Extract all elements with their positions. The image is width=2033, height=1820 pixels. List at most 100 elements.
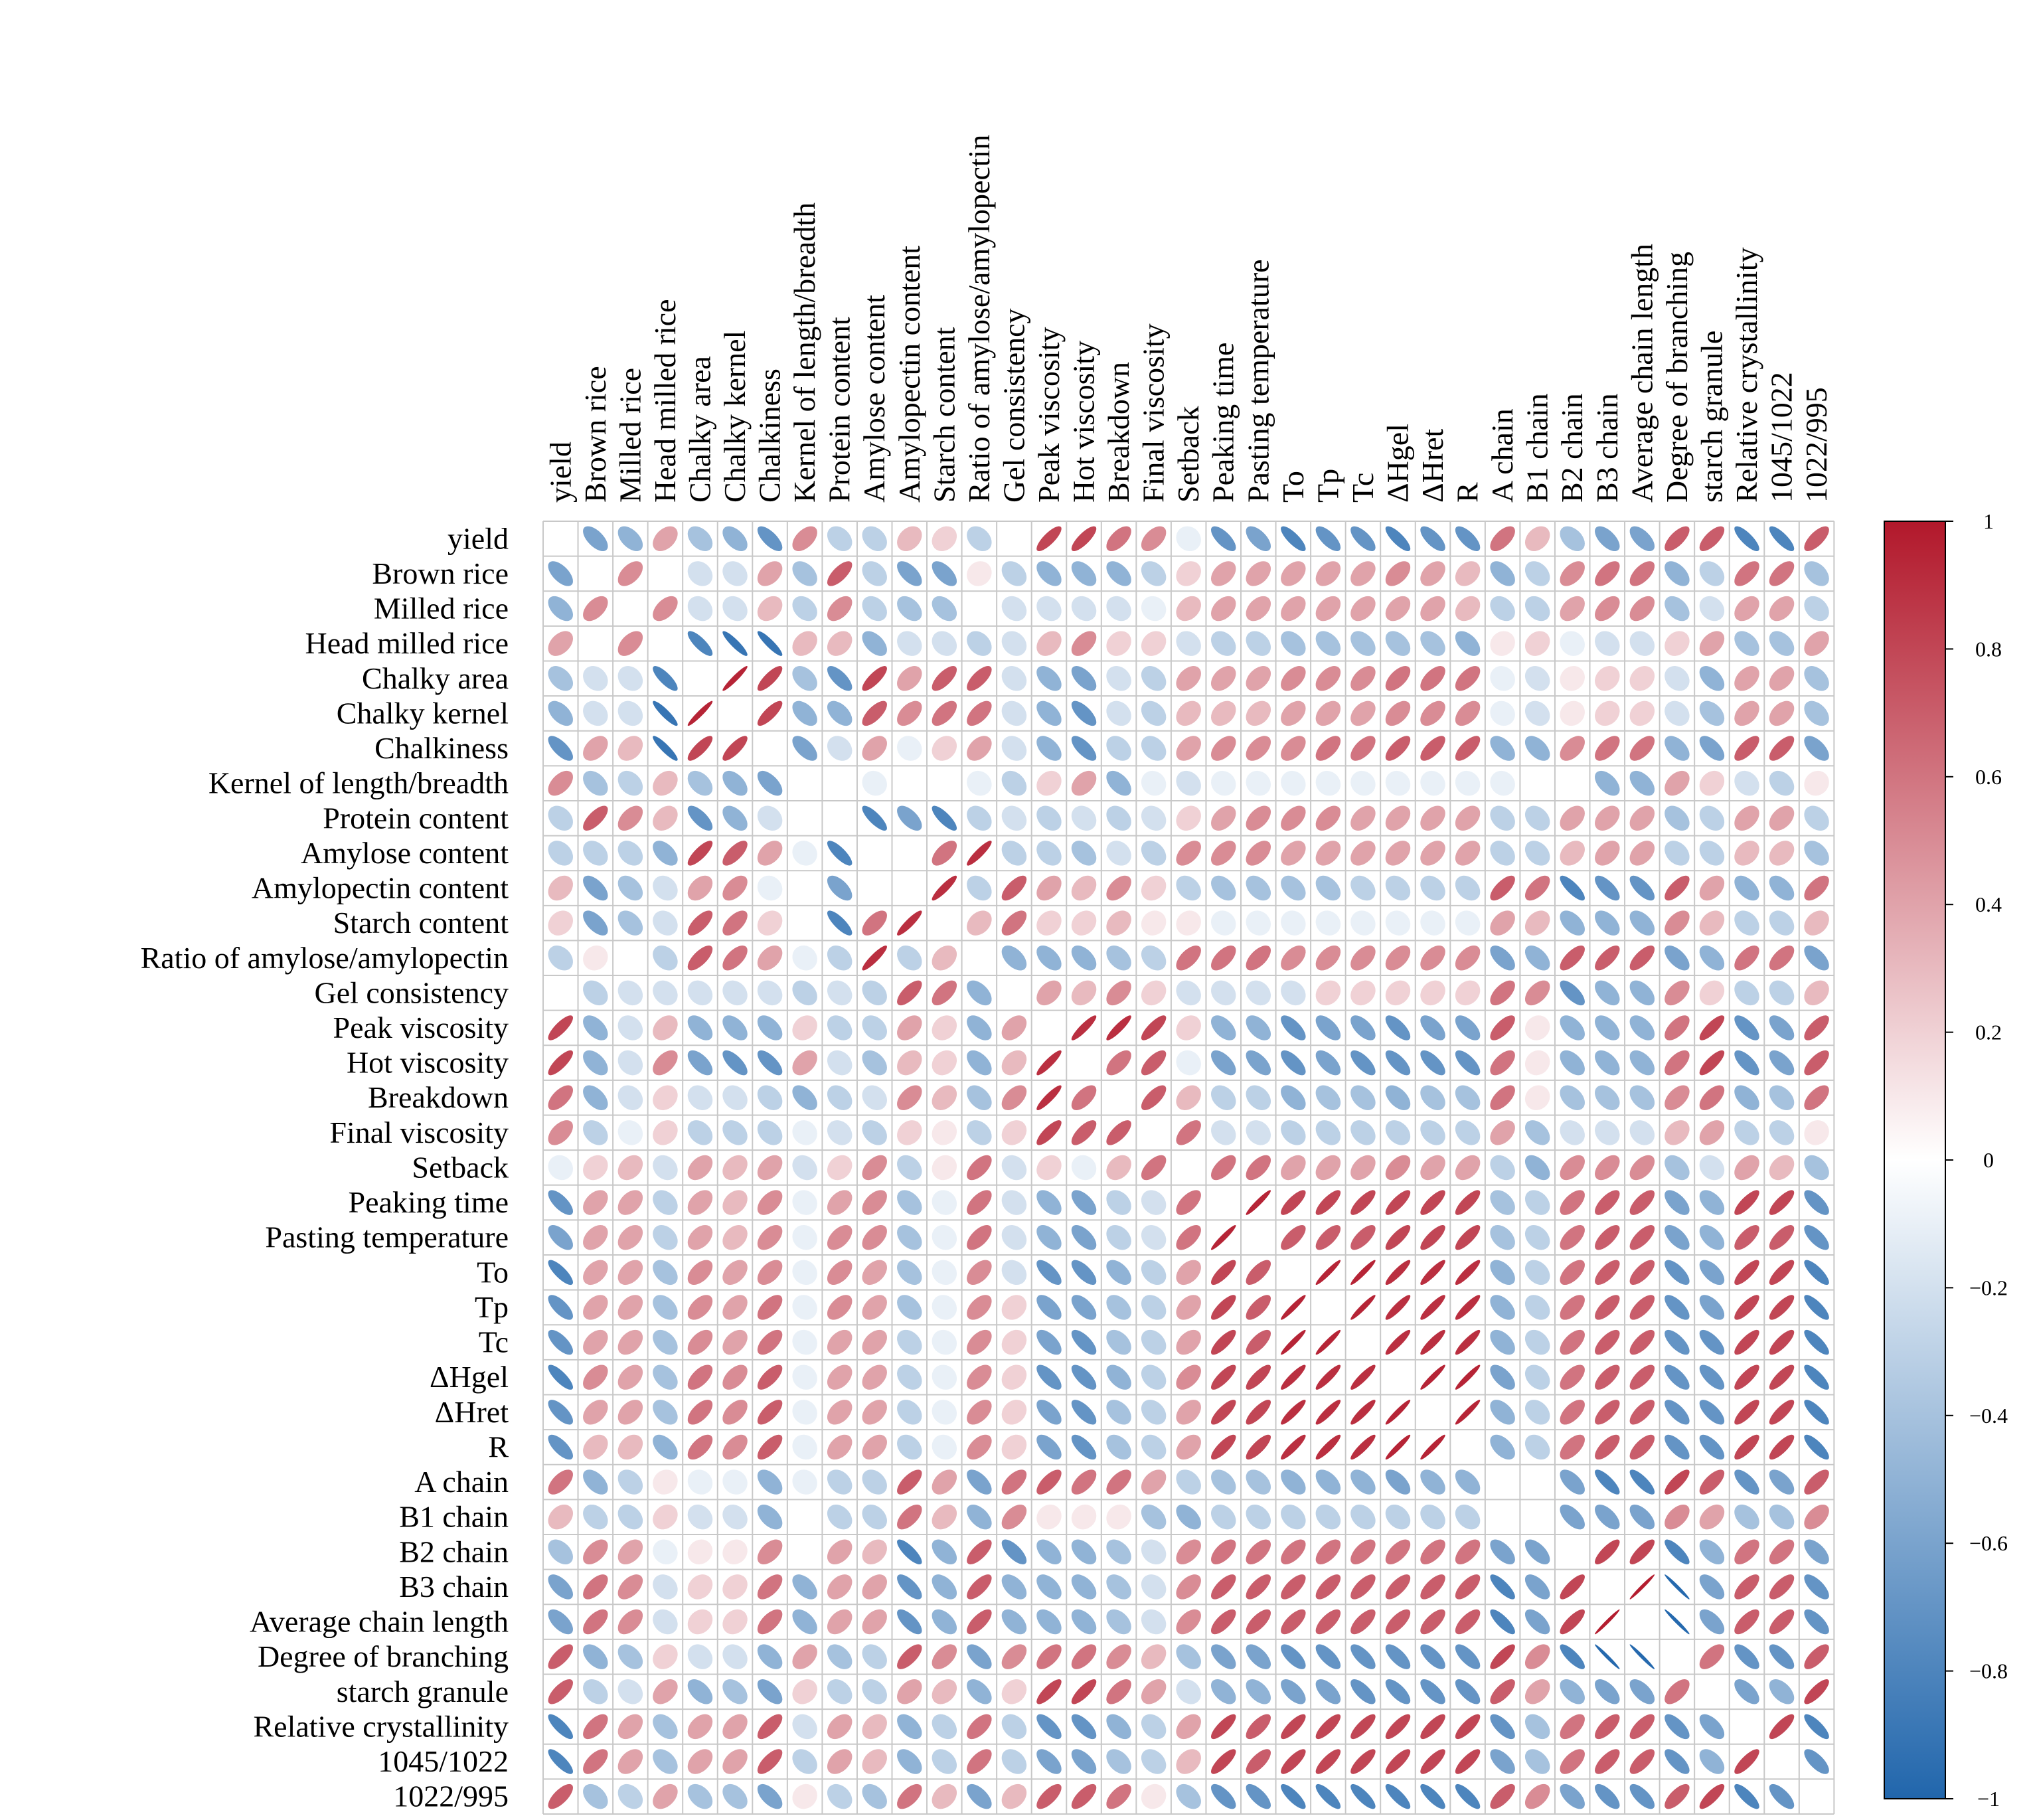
cell-ellipse-16-22 bbox=[1315, 1085, 1341, 1110]
cell-ellipse-15-30 bbox=[1595, 1050, 1620, 1076]
cell-ellipse-24-34 bbox=[1734, 1365, 1759, 1390]
cell-ellipse-21-27 bbox=[1490, 1260, 1515, 1285]
cell-ellipse-10-17 bbox=[1141, 875, 1167, 901]
cell-ellipse-12-15 bbox=[1071, 946, 1097, 971]
cell-ellipse-15-6 bbox=[757, 1050, 783, 1076]
cell-ellipse-31-6 bbox=[757, 1609, 783, 1635]
cell-ellipse-36-15 bbox=[1071, 1783, 1097, 1809]
cell-ellipse-23-12 bbox=[967, 1329, 992, 1355]
cell-ellipse-20-10 bbox=[897, 1224, 922, 1250]
cell-ellipse-13-28 bbox=[1524, 980, 1550, 1006]
cell-ellipse-27-30 bbox=[1595, 1469, 1620, 1495]
cell-ellipse-33-25 bbox=[1420, 1679, 1445, 1704]
row-label-24: ΔHgel bbox=[430, 1360, 509, 1394]
cell-ellipse-11-3 bbox=[653, 910, 678, 936]
cell-ellipse-18-11 bbox=[932, 1155, 957, 1181]
cell-ellipse-29-30 bbox=[1595, 1539, 1620, 1565]
cell-ellipse-7-36 bbox=[1804, 770, 1829, 796]
cell-ellipse-5-17 bbox=[1141, 701, 1167, 726]
cell-ellipse-0-25 bbox=[1420, 526, 1445, 552]
cell-ellipse-28-5 bbox=[722, 1504, 748, 1530]
cell-ellipse-25-6 bbox=[757, 1400, 783, 1425]
cell-ellipse-10-18 bbox=[1176, 875, 1201, 901]
cell-ellipse-18-17 bbox=[1141, 1155, 1167, 1181]
cell-ellipse-25-12 bbox=[967, 1400, 992, 1425]
cell-ellipse-21-1 bbox=[583, 1260, 608, 1285]
cell-ellipse-17-32 bbox=[1665, 1120, 1690, 1145]
cell-ellipse-14-15 bbox=[1071, 1015, 1097, 1040]
cell-ellipse-18-21 bbox=[1281, 1155, 1306, 1181]
cell-ellipse-21-16 bbox=[1106, 1260, 1131, 1285]
cell-ellipse-24-15 bbox=[1071, 1365, 1097, 1390]
cell-ellipse-10-13 bbox=[1001, 875, 1027, 901]
cell-ellipse-2-17 bbox=[1141, 596, 1167, 621]
cell-ellipse-7-5 bbox=[722, 770, 748, 796]
cell-ellipse-31-12 bbox=[967, 1609, 992, 1635]
cell-ellipse-4-23 bbox=[1350, 666, 1376, 691]
cell-ellipse-6-34 bbox=[1734, 736, 1759, 761]
cell-ellipse-25-29 bbox=[1560, 1400, 1585, 1425]
cell-ellipse-18-9 bbox=[862, 1155, 887, 1181]
cell-ellipse-5-3 bbox=[653, 701, 678, 726]
cell-ellipse-19-21 bbox=[1281, 1190, 1306, 1215]
cell-ellipse-20-33 bbox=[1699, 1224, 1725, 1250]
cell-ellipse-3-31 bbox=[1629, 631, 1655, 656]
colorbar-tick-label-1: 0.8 bbox=[1975, 637, 2002, 661]
cell-ellipse-27-24 bbox=[1385, 1469, 1411, 1495]
cell-ellipse-19-6 bbox=[757, 1190, 783, 1215]
cell-ellipse-34-33 bbox=[1699, 1714, 1725, 1740]
cell-ellipse-28-21 bbox=[1281, 1504, 1306, 1530]
cell-ellipse-6-21 bbox=[1281, 736, 1306, 761]
cell-ellipse-24-7 bbox=[792, 1365, 817, 1390]
cell-ellipse-19-26 bbox=[1455, 1190, 1481, 1215]
cell-ellipse-35-26 bbox=[1455, 1749, 1481, 1774]
cell-ellipse-25-8 bbox=[827, 1400, 853, 1425]
cell-ellipse-28-8 bbox=[827, 1504, 853, 1530]
cell-ellipse-11-29 bbox=[1560, 910, 1585, 936]
cell-ellipse-25-16 bbox=[1106, 1400, 1131, 1425]
cell-ellipse-32-5 bbox=[722, 1644, 748, 1669]
cell-ellipse-19-1 bbox=[583, 1190, 608, 1215]
cell-ellipse-31-24 bbox=[1385, 1609, 1411, 1635]
cell-ellipse-21-7 bbox=[792, 1260, 817, 1285]
cell-ellipse-17-13 bbox=[1001, 1120, 1027, 1145]
cell-ellipse-0-14 bbox=[1036, 526, 1062, 552]
cell-ellipse-12-16 bbox=[1106, 946, 1131, 971]
cell-ellipse-35-12 bbox=[967, 1749, 992, 1774]
cell-ellipse-19-34 bbox=[1734, 1190, 1759, 1215]
cell-ellipse-18-23 bbox=[1350, 1155, 1376, 1181]
cell-ellipse-36-3 bbox=[653, 1783, 678, 1809]
cell-ellipse-35-36 bbox=[1804, 1749, 1829, 1774]
cell-ellipse-36-26 bbox=[1455, 1783, 1481, 1809]
cell-ellipse-6-10 bbox=[897, 736, 922, 761]
cell-ellipse-11-23 bbox=[1350, 910, 1376, 936]
cell-ellipse-12-10 bbox=[897, 946, 922, 971]
cell-ellipse-12-27 bbox=[1490, 946, 1515, 971]
cell-ellipse-14-5 bbox=[722, 1015, 748, 1040]
cell-ellipse-23-15 bbox=[1071, 1329, 1097, 1355]
cell-ellipse-11-15 bbox=[1071, 910, 1097, 936]
cell-ellipse-0-18 bbox=[1176, 526, 1201, 552]
cell-ellipse-4-10 bbox=[897, 666, 922, 691]
cell-ellipse-26-19 bbox=[1210, 1434, 1236, 1460]
cell-ellipse-31-34 bbox=[1734, 1609, 1759, 1635]
cell-ellipse-22-31 bbox=[1629, 1295, 1655, 1320]
cell-ellipse-6-33 bbox=[1699, 736, 1725, 761]
cell-ellipse-18-12 bbox=[967, 1155, 992, 1181]
cell-ellipse-34-25 bbox=[1420, 1714, 1445, 1740]
cell-ellipse-14-21 bbox=[1281, 1015, 1306, 1040]
cell-ellipse-5-24 bbox=[1385, 701, 1411, 726]
cell-ellipse-5-6 bbox=[757, 701, 783, 726]
cell-ellipse-14-27 bbox=[1490, 1015, 1515, 1040]
cell-ellipse-24-18 bbox=[1176, 1365, 1201, 1390]
cell-ellipse-35-32 bbox=[1665, 1749, 1690, 1774]
cell-ellipse-26-10 bbox=[897, 1434, 922, 1460]
cell-ellipse-23-0 bbox=[548, 1329, 573, 1355]
cell-ellipse-24-25 bbox=[1420, 1365, 1445, 1390]
cell-ellipse-4-31 bbox=[1629, 666, 1655, 691]
cell-ellipse-15-28 bbox=[1524, 1050, 1550, 1076]
cell-ellipse-22-17 bbox=[1141, 1295, 1167, 1320]
cell-ellipse-9-6 bbox=[757, 841, 783, 866]
cell-ellipse-34-29 bbox=[1560, 1714, 1585, 1740]
